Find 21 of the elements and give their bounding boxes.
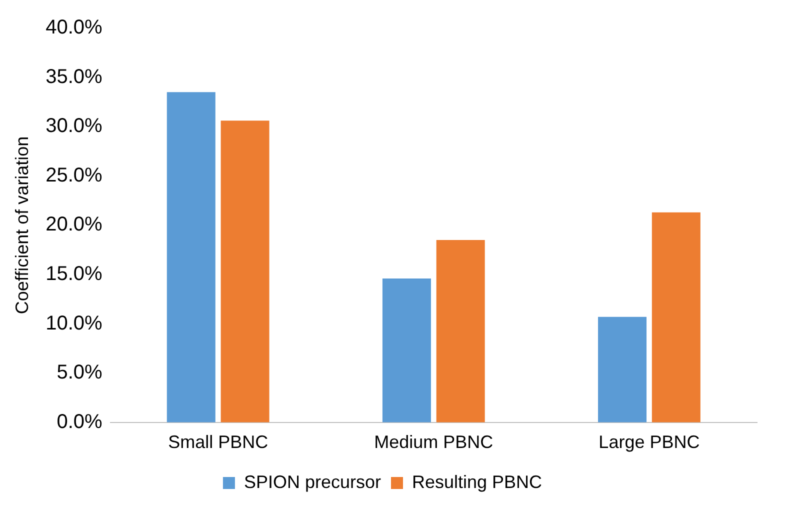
y-tick-label: 0.0% — [56, 410, 103, 433]
x-tick-label: Large PBNC — [598, 432, 700, 452]
y-tick-label: 20.0% — [46, 214, 103, 236]
y-tick-label: 15.0% — [46, 263, 103, 286]
bar — [598, 316, 647, 422]
y-tick-label: 30.0% — [46, 115, 103, 138]
y-tick-label: 40.0% — [46, 16, 103, 39]
y-tick-label: 35.0% — [46, 66, 103, 88]
y-axis-title: Coefficient of variation — [12, 136, 32, 314]
legend-label: Resulting PBNC — [412, 472, 542, 492]
bar — [166, 92, 216, 422]
bar — [436, 240, 485, 422]
x-tick-label: Medium PBNC — [374, 432, 494, 452]
bar — [652, 212, 700, 422]
y-tick-label: 5.0% — [56, 362, 103, 384]
bar — [382, 278, 431, 422]
y-tick-label: 25.0% — [46, 164, 103, 186]
bar — [220, 120, 270, 422]
legend-label: SPION precursor — [244, 472, 381, 492]
x-tick-label: Small PBNC — [168, 432, 268, 452]
y-tick-label: 10.0% — [46, 312, 103, 334]
